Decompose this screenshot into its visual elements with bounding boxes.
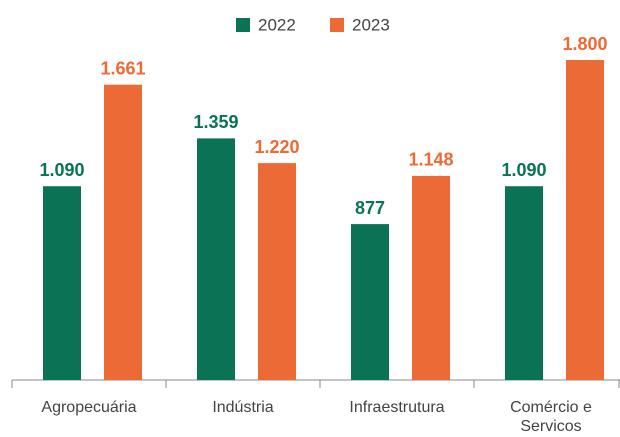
legend-swatch	[236, 18, 250, 32]
x-tick-label: Comércio e Servicos	[510, 399, 592, 435]
legend-label: 2022	[258, 15, 296, 34]
data-label: 1.359	[193, 112, 238, 132]
data-label: 1.090	[39, 160, 84, 180]
x-tick-label: Agropecuária	[41, 399, 137, 416]
data-label: 1.148	[408, 150, 453, 170]
data-label: 1.661	[100, 58, 145, 78]
bar	[505, 186, 543, 380]
data-label: 877	[355, 198, 385, 218]
data-label: 1.090	[501, 160, 546, 180]
x-tick-label: Infraestrutura	[349, 399, 445, 416]
bar	[197, 138, 235, 380]
bar	[412, 175, 450, 380]
data-label: 1.800	[562, 34, 607, 54]
data-label: 1.220	[254, 137, 299, 157]
bar	[104, 84, 142, 380]
bar	[351, 224, 389, 380]
x-tick-label: Indústria	[212, 399, 274, 416]
bar	[566, 60, 604, 380]
bar	[258, 163, 296, 380]
bar	[43, 186, 81, 380]
legend-swatch	[330, 18, 344, 32]
legend-label: 2023	[352, 15, 390, 34]
